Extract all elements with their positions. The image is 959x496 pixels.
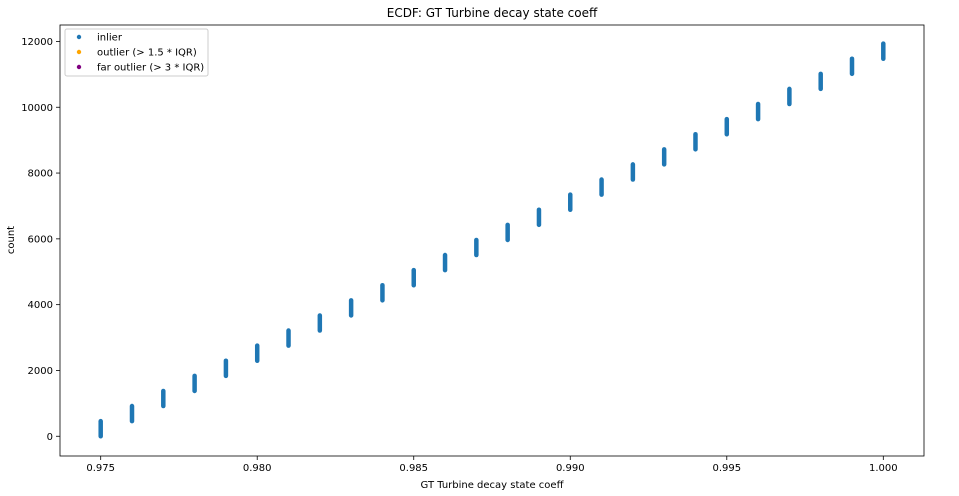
y-tick-label: 0 [47, 432, 53, 443]
legend-marker-2 [76, 64, 82, 70]
x-axis: 0.975 0.980 0.985 0.990 0.995 1.000 [86, 456, 898, 474]
legend-label-2: far outlier (> 3 * IQR) [97, 63, 204, 74]
y-tick-label: 12000 [21, 37, 53, 48]
y-tick-label: 8000 [28, 169, 53, 180]
x-tick-label: 0.995 [712, 463, 741, 474]
legend-marker-1 [76, 49, 82, 55]
y-axis-title: count [6, 226, 17, 254]
x-tick-label: 0.990 [556, 463, 585, 474]
x-tick-label: 0.980 [243, 463, 272, 474]
chart-title: ECDF: GT Turbine decay state coeff [387, 6, 598, 20]
x-tick-label: 1.000 [869, 463, 898, 474]
y-tick-label: 4000 [28, 300, 53, 311]
x-tick-label: 0.975 [86, 463, 115, 474]
legend: inlier outlier (> 1.5 * IQR) far outlier (… [64, 28, 209, 77]
y-axis: 0 2000 4000 6000 8000 10000 12000 [21, 37, 60, 443]
x-tick-label: 0.985 [399, 463, 428, 474]
y-tick-label: 10000 [21, 103, 53, 114]
y-tick-label: 6000 [28, 234, 53, 245]
legend-label-1: outlier (> 1.5 * IQR) [97, 48, 197, 59]
legend-label-0: inlier [97, 33, 123, 44]
plot-frame [59, 24, 925, 457]
plot-area [98, 41, 886, 439]
legend-box [64, 28, 209, 77]
x-axis-title: GT Turbine decay state coeff [421, 480, 565, 491]
y-tick-label: 2000 [28, 366, 53, 377]
legend-marker-0 [76, 34, 82, 40]
